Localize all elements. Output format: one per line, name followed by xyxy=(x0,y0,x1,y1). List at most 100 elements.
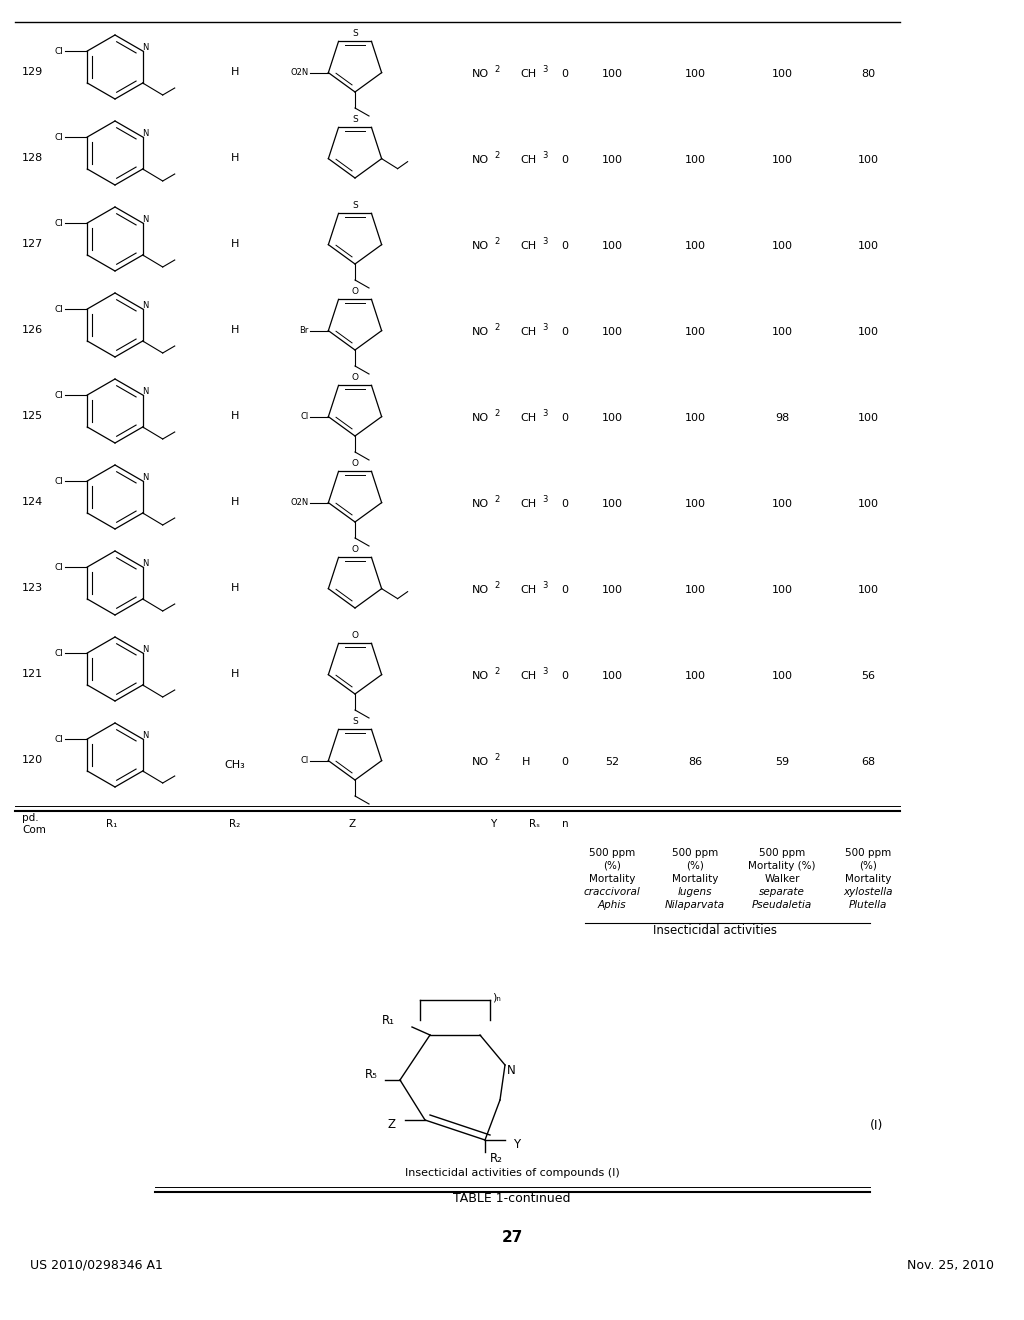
Text: 100: 100 xyxy=(771,499,793,510)
Text: 100: 100 xyxy=(601,327,623,337)
Text: 500 ppm: 500 ppm xyxy=(672,847,718,858)
Text: Y: Y xyxy=(489,818,496,829)
Text: N: N xyxy=(142,474,148,483)
Text: n: n xyxy=(562,818,568,829)
Text: H: H xyxy=(230,67,240,77)
Text: CH: CH xyxy=(520,242,537,251)
Text: 100: 100 xyxy=(684,671,706,681)
Text: 2: 2 xyxy=(494,236,500,246)
Text: )ₙ: )ₙ xyxy=(492,993,501,1003)
Text: R₂: R₂ xyxy=(490,1151,503,1164)
Text: 68: 68 xyxy=(861,756,876,767)
Text: 0: 0 xyxy=(561,69,568,79)
Text: 500 ppm: 500 ppm xyxy=(845,847,891,858)
Text: O2N: O2N xyxy=(290,498,308,507)
Text: 59: 59 xyxy=(775,756,790,767)
Text: Mortality: Mortality xyxy=(845,874,891,884)
Text: H: H xyxy=(230,411,240,421)
Text: NO: NO xyxy=(472,756,489,767)
Text: 3: 3 xyxy=(542,667,548,676)
Text: 100: 100 xyxy=(684,413,706,422)
Text: 129: 129 xyxy=(22,67,43,77)
Text: Insecticidal activities: Insecticidal activities xyxy=(653,924,777,936)
Text: Z: Z xyxy=(348,818,355,829)
Text: 86: 86 xyxy=(688,756,702,767)
Text: 128: 128 xyxy=(22,153,43,162)
Text: 100: 100 xyxy=(684,499,706,510)
Text: NO: NO xyxy=(472,671,489,681)
Text: R₁: R₁ xyxy=(382,1014,395,1027)
Text: 27: 27 xyxy=(502,1230,522,1246)
Text: 0: 0 xyxy=(561,499,568,510)
Text: Y: Y xyxy=(513,1138,520,1151)
Text: 100: 100 xyxy=(601,242,623,251)
Text: 100: 100 xyxy=(857,413,879,422)
Text: NO: NO xyxy=(472,413,489,422)
Text: O: O xyxy=(351,372,358,381)
Text: N: N xyxy=(142,560,148,569)
Text: 0: 0 xyxy=(561,756,568,767)
Text: R₅: R₅ xyxy=(365,1068,378,1081)
Text: 100: 100 xyxy=(771,327,793,337)
Text: R₁: R₁ xyxy=(106,818,118,829)
Text: 52: 52 xyxy=(605,756,620,767)
Text: 3: 3 xyxy=(542,65,548,74)
Text: H: H xyxy=(230,583,240,593)
Text: 100: 100 xyxy=(857,327,879,337)
Text: US 2010/0298346 A1: US 2010/0298346 A1 xyxy=(30,1258,163,1271)
Text: craccivoral: craccivoral xyxy=(584,887,640,898)
Text: 100: 100 xyxy=(771,671,793,681)
Text: 100: 100 xyxy=(684,154,706,165)
Text: 2: 2 xyxy=(494,581,500,590)
Text: 2: 2 xyxy=(494,667,500,676)
Text: 100: 100 xyxy=(684,327,706,337)
Text: 100: 100 xyxy=(857,585,879,595)
Text: O: O xyxy=(351,286,358,296)
Text: TABLE 1-continued: TABLE 1-continued xyxy=(454,1192,570,1204)
Text: 100: 100 xyxy=(601,499,623,510)
Text: CH: CH xyxy=(520,585,537,595)
Text: (I): (I) xyxy=(870,1118,884,1131)
Text: Cl: Cl xyxy=(54,562,63,572)
Text: NO: NO xyxy=(472,585,489,595)
Text: (%): (%) xyxy=(859,861,877,871)
Text: 0: 0 xyxy=(561,154,568,165)
Text: (%): (%) xyxy=(686,861,703,871)
Text: 80: 80 xyxy=(861,69,876,79)
Text: Cl: Cl xyxy=(54,132,63,141)
Text: Pseudaletia: Pseudaletia xyxy=(752,900,812,909)
Text: NO: NO xyxy=(472,154,489,165)
Text: Cl: Cl xyxy=(54,305,63,314)
Text: 121: 121 xyxy=(22,669,43,678)
Text: separate: separate xyxy=(759,887,805,898)
Text: 3: 3 xyxy=(542,150,548,160)
Text: O: O xyxy=(351,545,358,554)
Text: 2: 2 xyxy=(494,408,500,417)
Text: H: H xyxy=(230,498,240,507)
Text: 3: 3 xyxy=(542,322,548,331)
Text: N: N xyxy=(142,645,148,655)
Text: 126: 126 xyxy=(22,325,43,335)
Text: 0: 0 xyxy=(561,413,568,422)
Text: R₂: R₂ xyxy=(229,818,241,829)
Text: 3: 3 xyxy=(542,495,548,503)
Text: Nov. 25, 2010: Nov. 25, 2010 xyxy=(907,1258,994,1271)
Text: N: N xyxy=(142,129,148,139)
Text: Z: Z xyxy=(387,1118,395,1131)
Text: 100: 100 xyxy=(601,154,623,165)
Text: S: S xyxy=(352,717,357,726)
Text: 100: 100 xyxy=(684,242,706,251)
Text: O: O xyxy=(351,631,358,640)
Text: 0: 0 xyxy=(561,242,568,251)
Text: NO: NO xyxy=(472,242,489,251)
Text: 100: 100 xyxy=(771,585,793,595)
Text: NO: NO xyxy=(472,69,489,79)
Text: N: N xyxy=(142,301,148,310)
Text: N: N xyxy=(142,388,148,396)
Text: Plutella: Plutella xyxy=(849,900,887,909)
Text: H: H xyxy=(522,756,530,767)
Text: CH₃: CH₃ xyxy=(224,760,246,770)
Text: 100: 100 xyxy=(857,154,879,165)
Text: 100: 100 xyxy=(684,69,706,79)
Text: 3: 3 xyxy=(542,581,548,590)
